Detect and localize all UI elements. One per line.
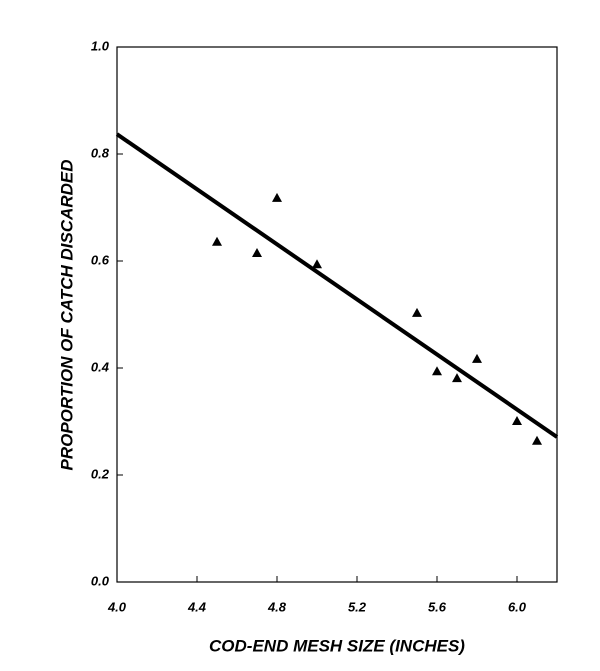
y-tick-label: 0.4	[91, 359, 110, 374]
data-point	[412, 307, 422, 317]
y-axis-title: PROPORTION OF CATCH DISCARDED	[57, 159, 76, 470]
data-point	[272, 192, 282, 202]
data-point	[512, 415, 522, 425]
y-tick-label: 1.0	[91, 38, 110, 53]
y-tick-label: 0.0	[91, 573, 110, 588]
x-tick-label: 6.0	[508, 599, 527, 614]
y-tick-label: 0.8	[91, 145, 110, 160]
x-axis-title: COD-END MESH SIZE (INCHES)	[209, 636, 465, 655]
x-tick-label: 4.8	[267, 599, 287, 614]
data-point	[532, 435, 542, 445]
plot-frame	[116, 46, 558, 583]
x-tick-label: 5.6	[428, 599, 447, 614]
data-point	[432, 366, 442, 376]
x-tick-label: 4.0	[107, 599, 127, 614]
data-point	[472, 353, 482, 363]
data-point	[252, 247, 262, 257]
x-tick-label: 4.4	[187, 599, 207, 614]
y-tick-label: 0.6	[91, 252, 110, 267]
y-tick-label: 0.2	[91, 466, 110, 481]
x-tick-label: 5.2	[348, 599, 367, 614]
fit-line	[115, 132, 559, 439]
data-point	[452, 373, 462, 383]
data-point	[312, 259, 322, 269]
data-point	[212, 236, 222, 246]
